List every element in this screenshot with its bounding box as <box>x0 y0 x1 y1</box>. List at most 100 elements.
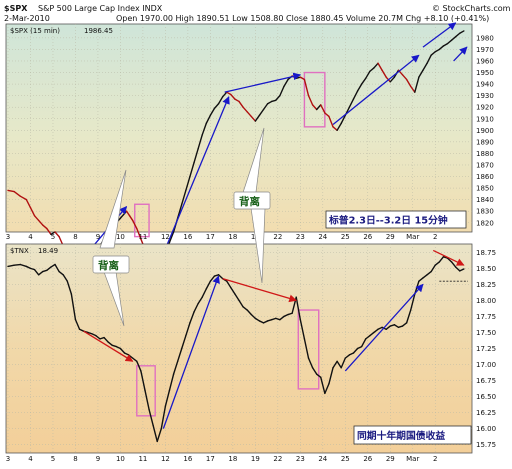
tnx-line-segment <box>185 322 191 337</box>
tnx-x-tick-label: 17 <box>206 455 215 463</box>
spx-panel: 1820 1830 1840 1850 1860 1870 1880 1890 1900 1910… <box>5 22 494 268</box>
tnx-line-segment <box>160 405 167 430</box>
tnx-line-segment <box>307 357 314 369</box>
tnx-line-segment <box>348 352 355 356</box>
tnx-line-segment <box>54 263 60 273</box>
tnx-x-tick-label: 10 <box>116 455 125 463</box>
spx-line-segment <box>454 32 461 38</box>
spx-line-segment <box>226 91 232 96</box>
tnx-trend-arrow <box>344 283 424 372</box>
divergence-callout-left: 背离 <box>92 169 130 327</box>
tnx-x-tick-label: Mar <box>406 455 419 463</box>
tnx-y-tick-label: 18.75 <box>476 249 496 257</box>
tnx-line-segment <box>266 318 273 322</box>
tnx-line-segment <box>156 427 163 443</box>
tnx-line-segment <box>450 261 457 268</box>
tnx-x-tick-label: 5 <box>51 455 55 463</box>
tnx-line-segment <box>234 293 240 302</box>
spx-line-segment <box>19 195 28 201</box>
tnx-line-segment <box>144 389 150 411</box>
spx-line-segment <box>54 231 60 238</box>
spx-line-segment <box>176 203 183 219</box>
tnx-line-segment <box>87 331 93 335</box>
spx-y-ticks: 1820 1830 1840 1850 1860 1870 1880 1890 1900 1910… <box>476 34 494 227</box>
tnx-trend-arrows <box>83 249 465 429</box>
tnx-line-segment <box>13 263 21 266</box>
spx-line-segment <box>201 122 207 136</box>
tnx-line-segment <box>7 264 15 268</box>
spx-y-tick-label: 1920 <box>476 104 494 112</box>
tnx-y-tick-label: 18.25 <box>476 281 496 289</box>
tnx-line-segment <box>262 320 269 324</box>
spx-line-segment <box>266 100 273 105</box>
spx-line-segment <box>438 45 445 51</box>
spx-y-tick-label: 1960 <box>476 57 494 65</box>
tnx-line-segment <box>250 313 257 320</box>
spx-y-tick-label: 1940 <box>476 81 494 89</box>
tnx-line-segment <box>230 286 236 295</box>
spx-x-tick-label: 9 <box>96 233 100 241</box>
tnx-panel: 15.75 16.00 16.25 16.50 16.75 17.00 17.25 17.50… <box>5 243 496 454</box>
spx-y-tick-label: 1970 <box>476 46 494 54</box>
spx-y-tick-label: 1900 <box>476 127 494 135</box>
tnx-y-tick-label: 16.25 <box>476 409 496 417</box>
tnx-line-segment <box>320 376 326 395</box>
tnx-line-segment <box>340 357 347 369</box>
spx-x-tick-label: 11 <box>138 233 147 241</box>
spx-line-segment <box>13 190 21 197</box>
ohlc-readout: Open 1970.00 High 1890.51 Low 1508.80 Cl… <box>116 14 489 23</box>
spx-highlight-boxes <box>134 71 326 238</box>
spx-trend-arrow <box>453 46 468 62</box>
tnx-grid <box>6 244 472 453</box>
spx-line-segment <box>373 62 379 69</box>
tnx-x-tick-label: 4 <box>28 455 33 463</box>
watermark: © StockCharts.com <box>432 4 511 13</box>
tnx-line-segment <box>95 334 101 340</box>
tnx-line-segment <box>172 360 179 375</box>
tnx-line-segment <box>360 338 367 348</box>
spx-line-segment <box>181 189 187 205</box>
spx-x-tick-label: 16 <box>183 233 192 241</box>
tnx-line-segment <box>140 370 146 391</box>
spx-x-tick-label: 4 <box>28 233 33 241</box>
spx-line-segment <box>7 189 15 193</box>
tnx-line-segment <box>164 389 171 407</box>
tnx-y-tick-label: 15.75 <box>476 441 496 449</box>
tnx-x-tick-label: 8 <box>73 455 77 463</box>
tnx-line-segment <box>25 265 32 270</box>
divergence-label-left: 背离 <box>98 259 119 272</box>
tnx-line-segment <box>356 345 363 350</box>
tnx-line-segment <box>271 317 277 321</box>
tnx-x-tick-label: 23 <box>296 455 305 463</box>
spx-line-segment <box>33 215 40 222</box>
spx-x-tick-label: 18 <box>228 233 237 241</box>
tnx-line-segment <box>418 277 424 282</box>
tnx-line-segment <box>328 367 334 385</box>
tnx-line-segment <box>385 325 391 330</box>
spx-line-segment <box>217 96 224 105</box>
spx-line-segment <box>311 104 318 111</box>
tnx-line-segment <box>50 263 56 268</box>
spx-line-segment <box>303 78 310 97</box>
tnx-line-segment <box>152 424 158 443</box>
spx-line-segment <box>279 85 285 97</box>
tnx-line-segment <box>344 354 351 359</box>
spx-y-tick-label: 1950 <box>476 69 494 77</box>
spx-line-segment <box>348 98 355 108</box>
tnx-x-tick-label: 29 <box>386 455 395 463</box>
spx-y-tick-label: 1930 <box>476 92 494 100</box>
tnx-line-segment <box>62 274 68 282</box>
spx-x-tick-label: Mar <box>406 233 419 241</box>
tnx-highlight-box <box>136 365 156 417</box>
spx-line-segment <box>430 51 436 56</box>
spx-line-segment <box>332 126 338 132</box>
tnx-line-segment <box>365 334 371 340</box>
tnx-x-tick-label: 2 <box>433 455 437 463</box>
spx-line-segment <box>401 74 408 81</box>
spx-x-tick-label: 2 <box>433 233 437 241</box>
tnx-line-segment <box>193 302 199 313</box>
spx-y-tick-label: 1880 <box>476 150 494 158</box>
tnx-line-segment <box>197 296 203 305</box>
tnx-line-segment <box>58 270 64 276</box>
